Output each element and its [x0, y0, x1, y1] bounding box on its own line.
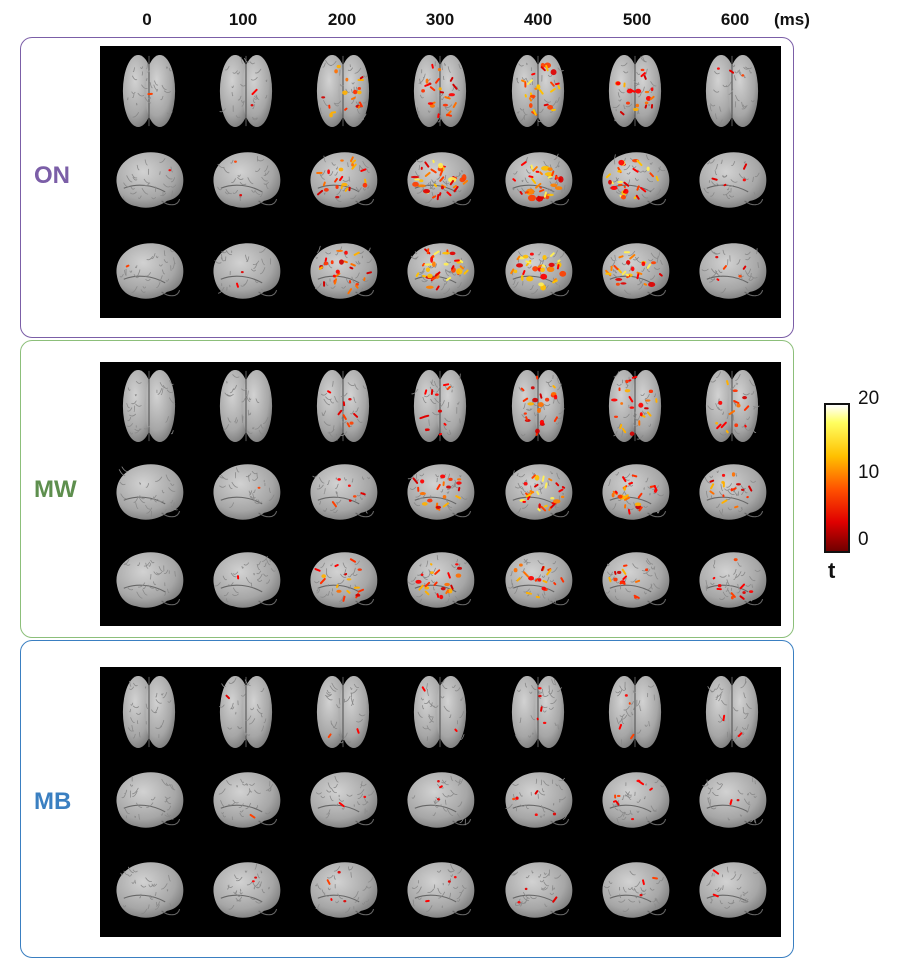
brain-map-mw-top-300ms [392, 362, 489, 450]
colorbar-gradient [824, 403, 850, 553]
brain-map-on-lateral-0ms [100, 137, 197, 228]
brain-map-mw-lateral-0ms [100, 538, 197, 626]
brain-map-mb-lateral-500ms [586, 847, 683, 937]
condition-panel-on [20, 37, 794, 338]
brain-map-on-top-100ms [197, 46, 294, 137]
brain-map-mw-top-500ms [586, 362, 683, 450]
brain-map-mw-lateral-200ms [295, 450, 392, 538]
colorbar: 20 10 0 t [824, 388, 900, 588]
brain-map-on-lateral-100ms [197, 227, 294, 318]
time-label-0: 0 [142, 10, 152, 29]
brain-map-mb-top-300ms [392, 667, 489, 757]
brain-map-on-lateral-600ms [684, 137, 781, 228]
time-label-100: 100 [228, 10, 258, 29]
brain-map-mw-top-0ms [100, 362, 197, 450]
colorbar-tick-mid: 10 [858, 462, 880, 483]
brain-map-on-lateral-300ms [392, 137, 489, 228]
brain-map-mb-top-500ms [586, 667, 683, 757]
brain-map-on-lateral-500ms [586, 137, 683, 228]
brain-map-mb-top-200ms [295, 667, 392, 757]
brain-map-mb-lateral-300ms [392, 847, 489, 937]
condition-label-on: ON [34, 162, 70, 189]
brain-maps-mw [100, 362, 781, 626]
brain-map-mb-lateral-200ms [295, 847, 392, 937]
brain-maps-on [100, 46, 781, 318]
brain-map-mb-lateral-100ms [197, 757, 294, 847]
time-label-600: 600 [720, 10, 750, 29]
brain-map-mw-lateral-500ms [586, 538, 683, 626]
brain-map-mw-lateral-600ms [684, 538, 781, 626]
brain-map-on-top-300ms [392, 46, 489, 137]
brain-map-mw-lateral-300ms [392, 450, 489, 538]
brain-map-mb-lateral-0ms [100, 847, 197, 937]
brain-map-mb-lateral-400ms [489, 847, 586, 937]
condition-label-mb: MB [34, 788, 72, 815]
brain-map-on-lateral-600ms [684, 227, 781, 318]
brain-map-on-lateral-400ms [489, 137, 586, 228]
brain-map-mb-top-600ms [684, 667, 781, 757]
time-label-400: 400 [523, 10, 553, 29]
brain-map-on-lateral-200ms [295, 227, 392, 318]
time-label-200: 200 [327, 10, 357, 29]
brain-map-mw-lateral-600ms [684, 450, 781, 538]
condition-panel-mb [20, 640, 794, 958]
brain-map-mw-lateral-100ms [197, 538, 294, 626]
brain-map-mb-lateral-600ms [684, 757, 781, 847]
brain-map-mw-lateral-400ms [489, 538, 586, 626]
condition-label-mw: MW [34, 476, 77, 503]
brain-map-mw-lateral-400ms [489, 450, 586, 538]
brain-map-on-top-500ms [586, 46, 683, 137]
brain-map-on-top-200ms [295, 46, 392, 137]
brain-map-mw-lateral-200ms [295, 538, 392, 626]
brain-map-on-lateral-500ms [586, 227, 683, 318]
brain-map-mb-lateral-100ms [197, 847, 294, 937]
brain-map-on-lateral-100ms [197, 137, 294, 228]
brain-map-mb-top-400ms [489, 667, 586, 757]
time-label-300: 300 [425, 10, 455, 29]
brain-map-mb-lateral-500ms [586, 757, 683, 847]
time-label-500: 500 [622, 10, 652, 29]
brain-map-mb-lateral-600ms [684, 847, 781, 937]
brain-map-mw-lateral-500ms [586, 450, 683, 538]
brain-map-mb-lateral-0ms [100, 757, 197, 847]
brain-map-mw-top-200ms [295, 362, 392, 450]
brain-map-mw-top-400ms [489, 362, 586, 450]
time-unit-label: (ms) [774, 10, 810, 29]
brain-map-mb-lateral-400ms [489, 757, 586, 847]
condition-panel-mw [20, 340, 794, 638]
brain-map-mw-lateral-300ms [392, 538, 489, 626]
brain-map-mb-top-0ms [100, 667, 197, 757]
colorbar-tick-max: 20 [858, 388, 880, 409]
time-axis-header: 0 100 200 300 400 500 600 (ms) [0, 0, 900, 40]
brain-map-mw-top-600ms [684, 362, 781, 450]
brain-map-on-lateral-300ms [392, 227, 489, 318]
brain-map-on-lateral-200ms [295, 137, 392, 228]
brain-map-on-top-600ms [684, 46, 781, 137]
brain-map-on-lateral-400ms [489, 227, 586, 318]
brain-maps-mb [100, 667, 781, 937]
brain-map-mw-lateral-0ms [100, 450, 197, 538]
brain-map-mb-lateral-300ms [392, 757, 489, 847]
brain-map-on-lateral-0ms [100, 227, 197, 318]
brain-map-mw-lateral-100ms [197, 450, 294, 538]
brain-map-mw-top-100ms [197, 362, 294, 450]
colorbar-label: t [828, 558, 836, 583]
colorbar-tick-min: 0 [858, 529, 869, 550]
brain-map-on-top-0ms [100, 46, 197, 137]
brain-map-on-top-400ms [489, 46, 586, 137]
brain-map-mb-lateral-200ms [295, 757, 392, 847]
brain-map-mb-top-100ms [197, 667, 294, 757]
